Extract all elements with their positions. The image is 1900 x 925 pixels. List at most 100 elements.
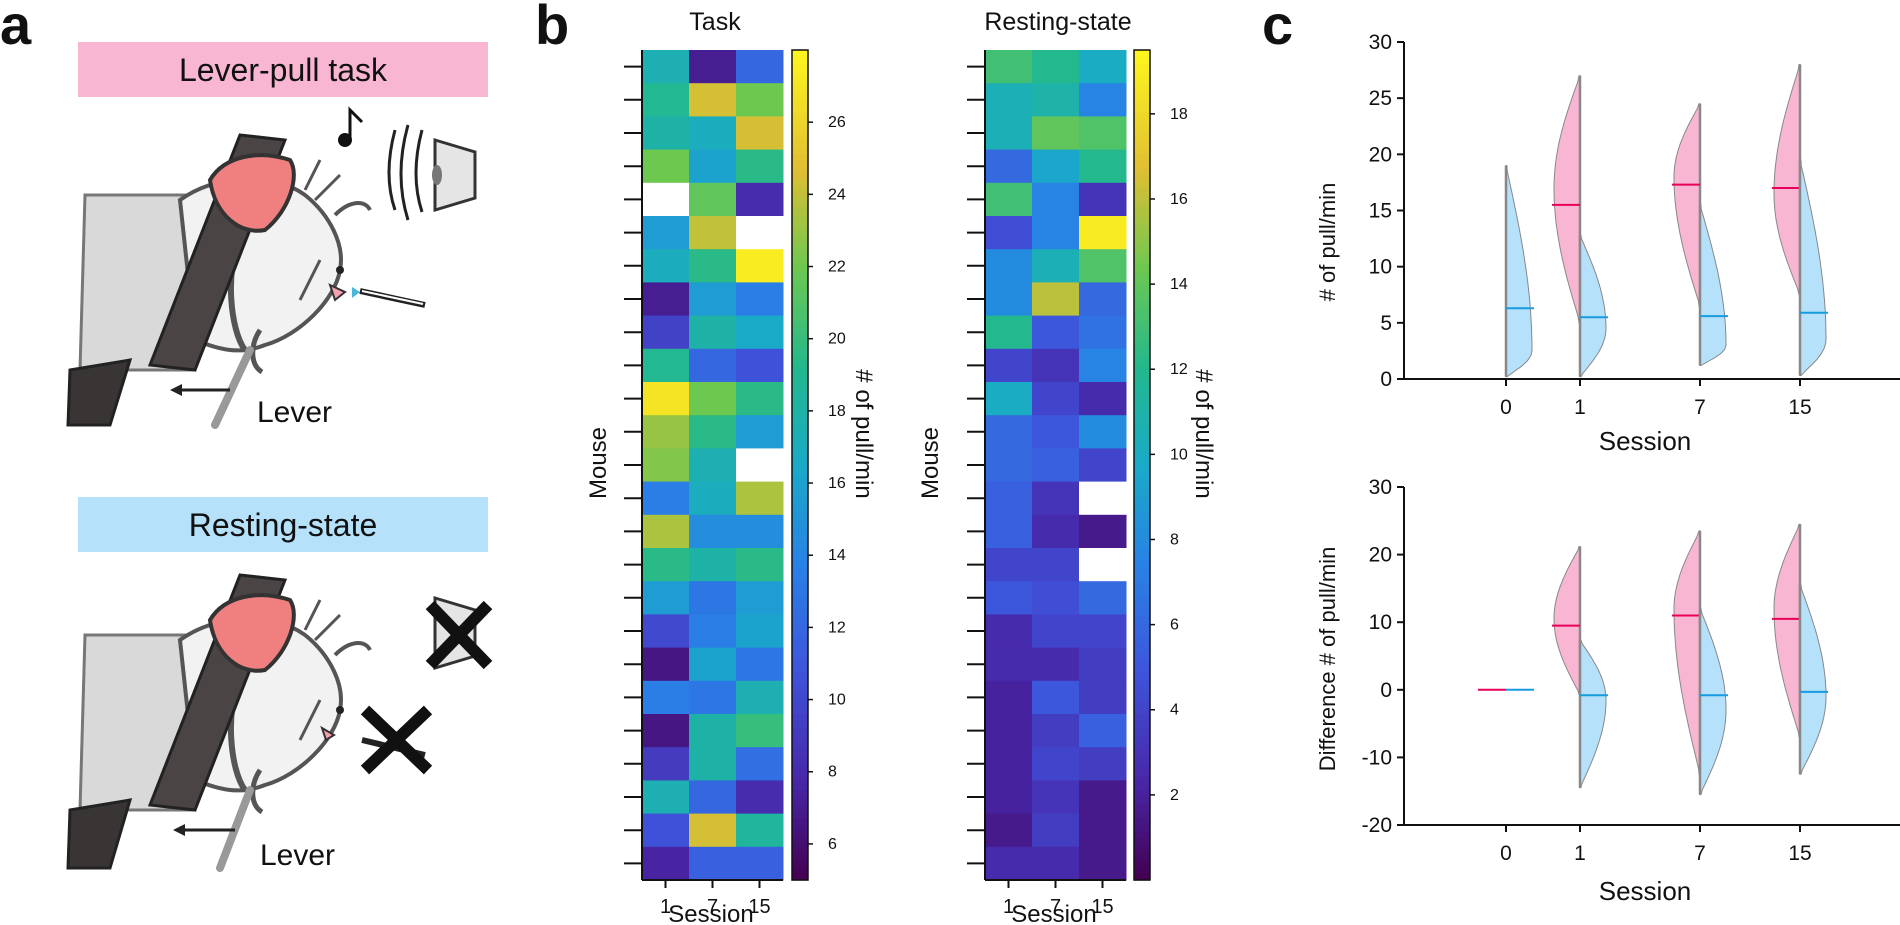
heatmap-cell xyxy=(736,348,784,383)
heatmap-cell xyxy=(1079,481,1127,516)
colorbar-segment xyxy=(792,548,808,556)
colorbar-segment xyxy=(792,707,808,715)
heatmap-cell xyxy=(689,481,737,516)
colorbar-segment xyxy=(792,361,808,369)
heatmap-cell xyxy=(1032,249,1080,283)
heatmap-cell xyxy=(642,846,690,881)
colorbar-segment xyxy=(792,368,808,376)
heatmap-cell xyxy=(1032,714,1080,748)
heatmap-cell xyxy=(642,282,690,317)
heatmap-cell xyxy=(642,50,690,84)
heatmap-cell xyxy=(985,647,1033,682)
heatmap-cell xyxy=(736,149,784,184)
colorbar-tick-label: 10 xyxy=(1170,446,1188,463)
colorbar-segment xyxy=(792,430,808,438)
heatmap-cell xyxy=(1079,548,1127,582)
colorbar-segment xyxy=(1134,257,1150,266)
colorbar-segment xyxy=(1134,817,1150,826)
heatmap-task: Task Mouse Session # of pull/min 1 7 15 6 8 1… xyxy=(585,8,877,925)
colorbar-segment xyxy=(1134,312,1150,321)
colorbar-segment xyxy=(1134,582,1150,591)
violin-y-tick-label: 0 xyxy=(1380,368,1392,391)
heatmap-cell xyxy=(736,647,784,682)
colorbar-segment xyxy=(1134,77,1150,86)
heatmap-cell xyxy=(985,249,1033,283)
violin-shape xyxy=(1773,523,1801,738)
heatmap-cell xyxy=(736,83,784,117)
heatmap-cell xyxy=(736,614,784,649)
heatmap-cell xyxy=(736,680,784,715)
heatmap-cell xyxy=(985,448,1033,483)
heatmap-cell xyxy=(642,581,690,615)
colorbar-segment xyxy=(792,375,808,383)
heatmap-cell xyxy=(1032,182,1080,217)
heatmap-resting-ylabel: Mouse xyxy=(917,427,944,499)
heatmap-cell xyxy=(985,50,1033,84)
colorbar-segment xyxy=(1134,395,1150,404)
colorbar-segment xyxy=(792,824,808,833)
colorbar-segment xyxy=(792,568,808,577)
violin-y-tick-label: 15 xyxy=(1369,200,1392,223)
heatmap-cell xyxy=(689,282,737,317)
heatmap-cell xyxy=(1032,382,1080,416)
colorbar-segment xyxy=(792,617,808,625)
colorbar-tick-label: 12 xyxy=(828,619,846,636)
heatmap-cell xyxy=(1032,315,1080,350)
colorbar-segment xyxy=(792,831,808,840)
heatmap-cell xyxy=(689,415,737,449)
colorbar-segment xyxy=(792,195,808,203)
heatmap-cell xyxy=(1032,116,1080,151)
colorbar-segment xyxy=(792,292,808,300)
colorbar-segment xyxy=(792,499,808,508)
colorbar-segment xyxy=(792,734,808,743)
violin-x-tick-label: 7 xyxy=(1694,396,1706,419)
heatmap-cell xyxy=(642,249,690,283)
colorbar-segment xyxy=(792,658,808,667)
colorbar-segment xyxy=(792,859,808,867)
colorbar-segment xyxy=(792,347,808,355)
colorbar-segment xyxy=(1134,686,1150,694)
heatmap-cell xyxy=(736,116,784,151)
heatmap-cell xyxy=(1032,548,1080,582)
colorbar-segment xyxy=(792,209,808,217)
colorbar-segment xyxy=(1134,354,1150,362)
colorbar-segment xyxy=(792,146,808,155)
colorbar-segment xyxy=(792,672,808,681)
violin-y-tick-label: -10 xyxy=(1362,746,1392,769)
violin-shape xyxy=(1579,234,1607,378)
colorbar-segment xyxy=(792,305,808,314)
colorbar-segment xyxy=(1134,624,1150,632)
rest-banner xyxy=(78,497,488,552)
heatmap-cell xyxy=(689,714,737,748)
colorbar-segment xyxy=(792,465,808,473)
colorbar-tick-label: 18 xyxy=(828,403,846,420)
colorbar-segment xyxy=(792,513,808,521)
heatmap-cell xyxy=(1079,50,1127,84)
colorbar-segment xyxy=(1134,845,1150,853)
heatmap-task-xlabel: Session xyxy=(668,901,753,925)
colorbar-segment xyxy=(792,665,808,674)
colorbar-tick-label: 22 xyxy=(828,259,846,276)
colorbar-segment xyxy=(1134,292,1150,300)
colorbar-segment xyxy=(792,679,808,687)
colorbar-segment xyxy=(792,243,808,252)
colorbar-segment xyxy=(1134,672,1150,681)
colorbar-segment xyxy=(792,402,808,411)
violin-y-tick-label: -20 xyxy=(1362,814,1392,837)
colorbar-segment xyxy=(792,817,808,826)
heatmap-cell xyxy=(1079,182,1127,217)
heatmap-cell xyxy=(736,813,784,848)
heatmap-cell xyxy=(1032,83,1080,117)
colorbar-segment xyxy=(1134,181,1150,189)
heatmap-cell xyxy=(1079,83,1127,117)
colorbar-segment xyxy=(1134,755,1150,764)
heatmap-cell xyxy=(689,747,737,781)
heatmap-cell xyxy=(642,747,690,781)
heatmap-cell xyxy=(642,382,690,416)
colorbar-segment xyxy=(1134,105,1150,113)
colorbar-segment xyxy=(1134,658,1150,667)
heatmap-cell xyxy=(1079,680,1127,715)
colorbar-segment xyxy=(1134,478,1150,487)
heatmap-cell xyxy=(642,415,690,449)
